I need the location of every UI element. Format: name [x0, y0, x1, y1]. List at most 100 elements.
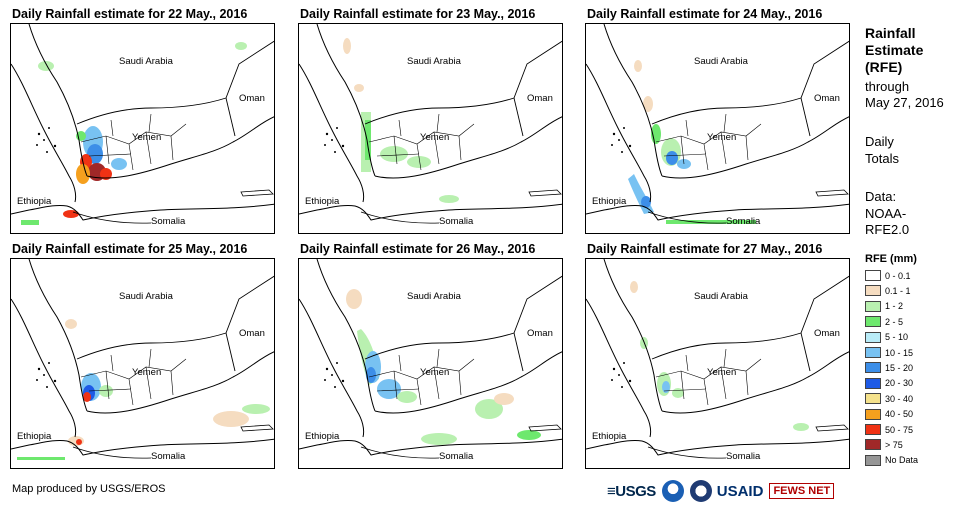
legend-through-label: through [865, 79, 910, 94]
label-somalia: Somalia [726, 451, 761, 462]
label-oman: Oman [239, 93, 265, 104]
basemap-outline [299, 259, 562, 459]
fews-net-logo: FEWS NET [769, 483, 835, 499]
legend-class-label: 30 - 40 [885, 393, 914, 404]
label-oman: Oman [239, 328, 265, 339]
label-somalia: Somalia [151, 216, 186, 227]
label-ethiopia: Ethiopia [17, 196, 52, 207]
panel-title-25: Daily Rainfall estimate for 25 May., 201… [12, 242, 248, 256]
legend-swatch [865, 454, 881, 466]
legend-class-label: 5 - 10 [885, 332, 909, 343]
legend-class-row: 20 - 30 [865, 376, 913, 391]
legend-class-row: 0 - 0.1 [865, 268, 911, 283]
rainfall-map-24-may: Saudi Arabia Oman Yemen Ethiopia Somalia [585, 23, 850, 234]
legend-class-row: 2 - 5 [865, 314, 903, 329]
legend-class-label: 50 - 75 [885, 424, 914, 435]
label-yemen: Yemen [420, 367, 449, 378]
label-ethiopia: Ethiopia [305, 431, 340, 442]
legend-title-line-3: (RFE) [865, 59, 903, 75]
basemap-outline [586, 259, 849, 459]
label-saudi-arabia: Saudi Arabia [407, 291, 462, 302]
label-ethiopia: Ethiopia [17, 431, 52, 442]
label-ethiopia: Ethiopia [305, 196, 340, 207]
label-ethiopia: Ethiopia [592, 196, 627, 207]
legend-class-row: 0.1 - 1 [865, 283, 911, 298]
rainfall-map-25-may: Saudi Arabia Oman Yemen Ethiopia Somalia [10, 258, 275, 469]
label-yemen: Yemen [132, 367, 161, 378]
legend-class-row: 30 - 40 [865, 391, 913, 406]
legend-title-line-1: Rainfall [865, 25, 916, 41]
rainfall-map-23-may: Saudi Arabia Oman Yemen Ethiopia Somalia [298, 23, 563, 234]
rainfall-patches [343, 38, 459, 203]
legend-swatch [865, 285, 881, 297]
basemap-outline [586, 24, 849, 224]
legend-swatch [865, 300, 881, 312]
legend-class-row: 50 - 75 [865, 422, 913, 437]
label-somalia: Somalia [439, 216, 474, 227]
legend-data-source-1: NOAA- [865, 206, 907, 221]
partner-logos: ≡USGS USAID FEWS NET [607, 478, 835, 504]
legend-class-label: 1 - 2 [885, 301, 904, 312]
usgs-logo: ≡USGS [607, 482, 656, 500]
usaid-logo: USAID [716, 482, 764, 500]
label-saudi-arabia: Saudi Arabia [119, 291, 174, 302]
map-credit: Map produced by USGS/EROS [12, 483, 166, 495]
label-oman: Oman [814, 328, 840, 339]
panel-title-27: Daily Rainfall estimate for 27 May., 201… [587, 242, 823, 256]
rainfall-patches [346, 289, 541, 445]
legend-swatch [865, 393, 881, 405]
legend-swatch [865, 408, 881, 420]
legend-class-label: 10 - 15 [885, 347, 914, 358]
legend-class-label: 0 - 0.1 [885, 270, 911, 281]
legend-rfe-header: RFE (mm) [865, 253, 917, 265]
rainfall-patches [628, 60, 756, 224]
legend-class-label: 2 - 5 [885, 316, 904, 327]
panel-title-26: Daily Rainfall estimate for 26 May., 201… [300, 242, 536, 256]
rainfall-map-26-may: Saudi Arabia Oman Yemen Ethiopia Somalia [298, 258, 563, 469]
label-saudi-arabia: Saudi Arabia [119, 56, 174, 67]
panel-title-23: Daily Rainfall estimate for 23 May., 201… [300, 7, 536, 21]
legend-class-row: 15 - 20 [865, 360, 913, 375]
label-somalia: Somalia [726, 216, 761, 227]
label-yemen: Yemen [707, 367, 736, 378]
panel-title-22: Daily Rainfall estimate for 22 May., 201… [12, 7, 248, 21]
label-ethiopia: Ethiopia [592, 431, 627, 442]
legend-swatch [865, 347, 881, 358]
legend-swatch [865, 362, 881, 374]
legend-data-label: Data: [865, 189, 897, 204]
legend-data-source-2: RFE2.0 [865, 222, 910, 237]
legend-class-row: 10 - 15 [865, 345, 913, 360]
legend-class-row: 40 - 50 [865, 407, 913, 422]
label-yemen: Yemen [707, 132, 736, 143]
legend-class-row: > 75 [865, 437, 903, 452]
label-oman: Oman [814, 93, 840, 104]
basemap-outline [11, 259, 274, 459]
legend-class-label: 20 - 30 [885, 378, 914, 389]
label-oman: Oman [527, 93, 553, 104]
legend-class-label: No Data [885, 455, 919, 466]
legend-class-label: 0.1 - 1 [885, 285, 911, 296]
noaa-logo [661, 480, 684, 502]
rainfall-map-22-may: Saudi Arabia Oman Yemen Ethiopia Somalia [10, 23, 275, 234]
legend-daily-label: Daily [865, 134, 894, 149]
legend-class-label: 15 - 20 [885, 362, 914, 373]
label-saudi-arabia: Saudi Arabia [694, 291, 749, 302]
legend-swatch [865, 377, 881, 389]
label-yemen: Yemen [420, 132, 449, 143]
rainfall-map-27-may: Saudi Arabia Oman Yemen Ethiopia Somalia [585, 258, 850, 469]
label-yemen: Yemen [132, 132, 161, 143]
legend-swatch [865, 316, 881, 328]
legend-swatch [865, 424, 881, 435]
legend-totals-label: Totals [865, 151, 899, 166]
legend-class-label: > 75 [885, 439, 903, 450]
legend-through-date: May 27, 2016 [865, 95, 944, 110]
legend-title-line-2: Estimate [865, 42, 924, 58]
legend-class-row: No Data [865, 453, 918, 468]
legend-swatch [865, 439, 881, 451]
usda-seal-logo [689, 480, 712, 502]
label-oman: Oman [527, 328, 553, 339]
rainfall-patches [17, 319, 270, 460]
panel-title-24: Daily Rainfall estimate for 24 May., 201… [587, 7, 823, 21]
legend-swatch [865, 331, 881, 343]
legend-swatch [865, 270, 881, 281]
